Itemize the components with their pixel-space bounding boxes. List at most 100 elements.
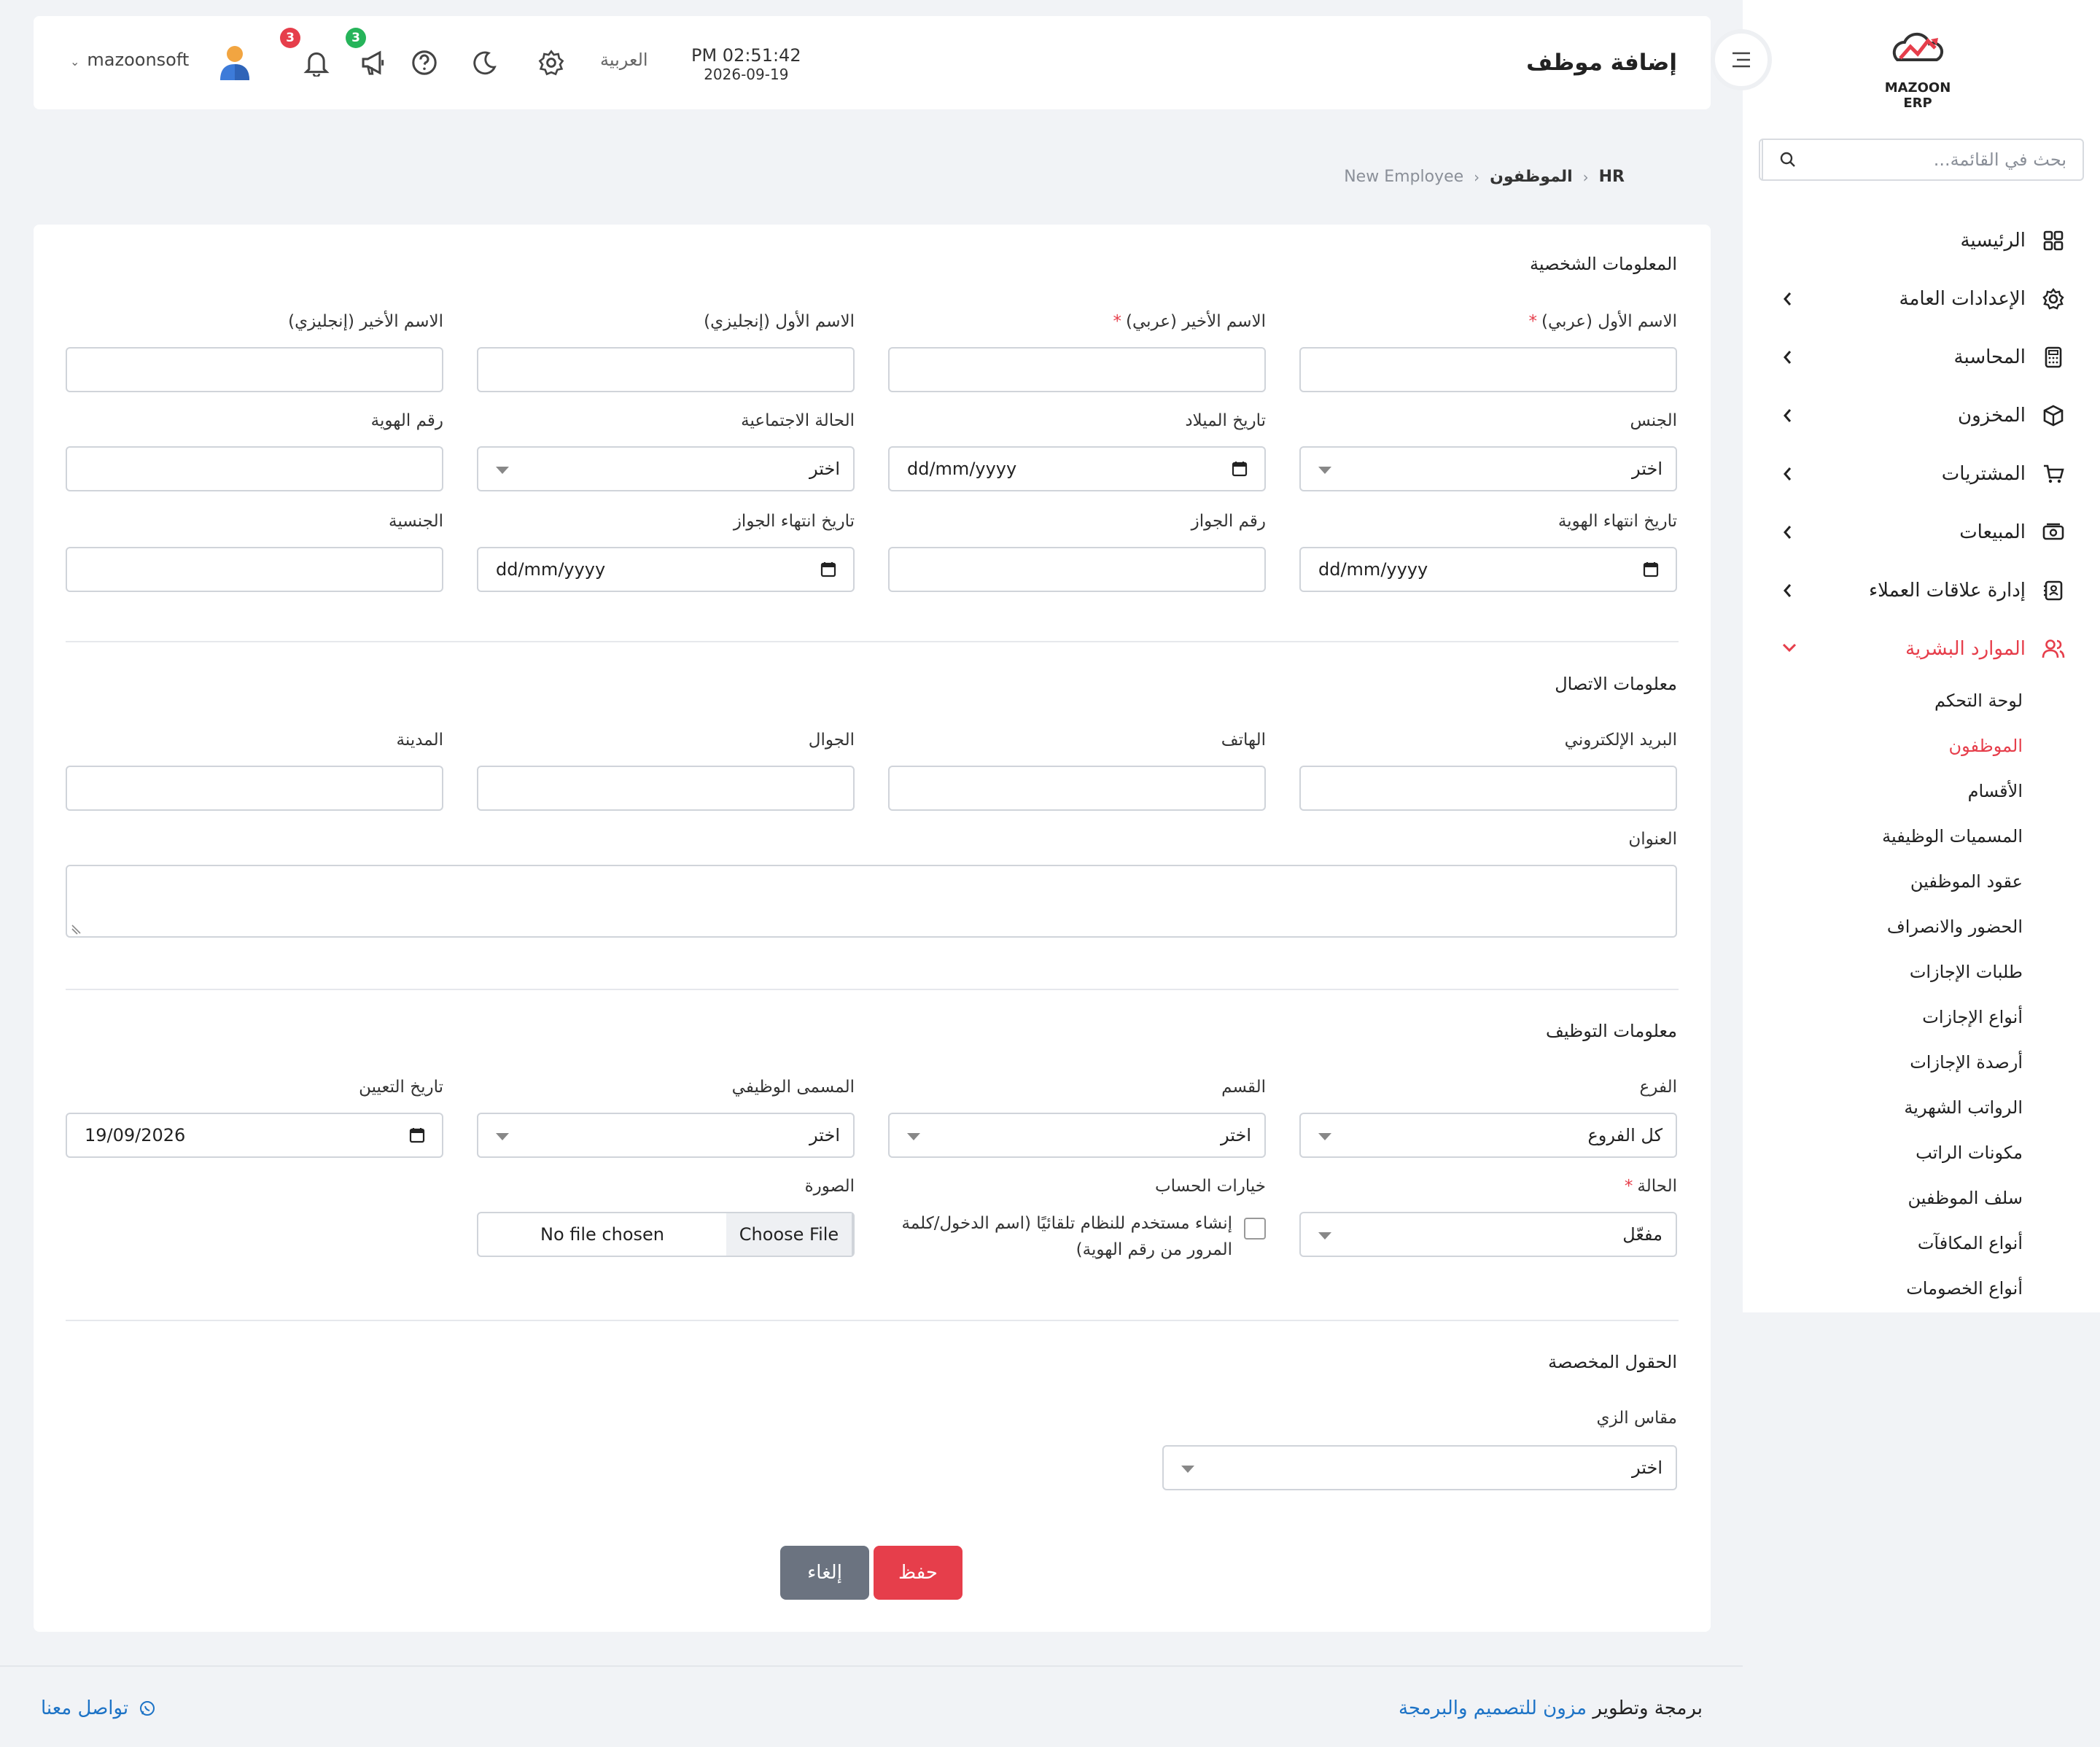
gender-select[interactable]: اختر [1299, 446, 1677, 491]
search-icon[interactable] [1762, 140, 1813, 179]
sidebar-item-label: إدارة علاقات العملاء [1868, 580, 2026, 602]
cash-icon [2040, 519, 2066, 545]
city-input[interactable] [66, 766, 443, 811]
contact-us-link[interactable]: تواصل معنا [41, 1697, 156, 1719]
language-switch[interactable]: العربية [600, 50, 648, 70]
label-last-name-en: الاسم الأخير (إنجليزي) [288, 312, 443, 331]
megaphone-icon[interactable] [357, 16, 389, 109]
clock: PM 02:51:42 2026-09-19 [691, 45, 801, 83]
caret-down-icon [907, 1133, 920, 1140]
label-text: الحالة [1637, 1177, 1677, 1196]
sidebar-subitem-departments[interactable]: الأقسام [1967, 781, 2023, 801]
sidebar-item-general-settings[interactable]: الإعدادات العامة [1743, 270, 2100, 328]
label-account-options: خيارات الحساب [1154, 1177, 1266, 1196]
menu-search-input[interactable] [1813, 149, 2082, 170]
select-value: كل الفروع [1587, 1125, 1662, 1145]
save-button[interactable]: حفظ [874, 1546, 962, 1600]
sidebar-subitem-leave-types[interactable]: أنواع الإجازات [1922, 1007, 2023, 1027]
label-branch: الفرع [1639, 1078, 1677, 1097]
label-last-name-ar: الاسم الأخير (عربي)* [1113, 312, 1267, 331]
id-number-input[interactable] [66, 446, 443, 491]
cancel-button[interactable]: إلغاء [780, 1546, 869, 1600]
status-select[interactable]: مفعّل [1299, 1212, 1677, 1257]
help-icon[interactable] [408, 16, 440, 109]
auto-create-user-checkbox[interactable] [1244, 1218, 1266, 1240]
breadcrumb-parent[interactable]: الموظفون [1490, 168, 1573, 186]
sidebar-subitem-employees[interactable]: الموظفون [1948, 736, 2023, 756]
sidebar-item-sales[interactable]: المبيعات [1743, 503, 2100, 561]
sidebar-subitem-deduction-types[interactable]: أنواع الخصومات [1906, 1278, 2023, 1299]
footer-credit-prefix: برمجة وتطوير [1592, 1697, 1703, 1719]
date-value: dd/mm/yyyy [907, 459, 1017, 479]
hire-date-input[interactable]: 19/09/2026 [66, 1113, 443, 1158]
nationality-input[interactable] [66, 547, 443, 592]
uniform-size-select[interactable]: اختر [1162, 1445, 1677, 1490]
sidebar-subitem-salary-components[interactable]: مكونات الراتب [1916, 1143, 2023, 1163]
phone-input[interactable] [888, 766, 1266, 811]
logo[interactable]: MAZOON ERP [1874, 29, 1961, 111]
chevron-left-icon [1784, 292, 1792, 306]
sidebar-subitem-dashboard[interactable]: لوحة التحكم [1934, 690, 2023, 711]
date-value: dd/mm/yyyy [1318, 559, 1428, 580]
section-title-custom: الحقول المخصصة [1548, 1352, 1677, 1372]
sidebar-toggle-button[interactable] [1711, 29, 1772, 90]
sidebar-item-crm[interactable]: إدارة علاقات العملاء [1743, 561, 2100, 620]
breadcrumb-root[interactable]: HR [1598, 168, 1625, 186]
first-name-en-input[interactable] [477, 347, 855, 392]
sidebar-subitem-advances[interactable]: سلف الموظفين [1908, 1188, 2023, 1208]
passport-number-input[interactable] [888, 547, 1266, 592]
bell-icon[interactable] [300, 16, 332, 109]
passport-expiry-input[interactable]: dd/mm/yyyy [477, 547, 855, 592]
label-text: الاسم الأول (عربي) [1541, 312, 1677, 331]
photo-file-input[interactable]: No file chosen Choose File [477, 1212, 855, 1257]
required-mark: * [1624, 1177, 1633, 1196]
sidebar-subitem-bonus-types[interactable]: أنواع المكافآت [1917, 1233, 2023, 1253]
calendar-icon [1643, 562, 1659, 577]
sidebar-item-accounting[interactable]: المحاسبة [1743, 328, 2100, 386]
resize-handle-icon[interactable] [70, 923, 82, 935]
chevron-left-icon [1784, 526, 1792, 539]
label-phone: الهاتف [1221, 731, 1266, 750]
label-city: المدينة [396, 731, 443, 750]
sidebar-item-home[interactable]: الرئيسية [1743, 211, 2100, 270]
settings-icon[interactable] [535, 16, 567, 109]
users-icon [2040, 636, 2066, 662]
sidebar-subitem-payroll[interactable]: الرواتب الشهرية [1904, 1097, 2023, 1118]
last-name-ar-input[interactable] [888, 347, 1266, 392]
auto-create-user-line: إنشاء مستخدم للنظام تلقائيًا (اسم الدخول… [901, 1214, 1232, 1233]
chevron-down-icon: ⌄ [70, 55, 80, 69]
mobile-input[interactable] [477, 766, 855, 811]
chevron-left-icon [1784, 467, 1792, 480]
branch-select[interactable]: كل الفروع [1299, 1113, 1677, 1158]
user-menu[interactable]: ⌄ mazoonsoft [70, 50, 189, 70]
sidebar-item-inventory[interactable]: المخزون [1743, 386, 2100, 445]
select-value: اختر [809, 1125, 840, 1145]
avatar[interactable] [214, 16, 255, 109]
section-title-personal: المعلومات الشخصية [1530, 254, 1677, 274]
sidebar-subitem-leave-requests[interactable]: طلبات الإجازات [1909, 962, 2023, 982]
job-title-select[interactable]: اختر [477, 1113, 855, 1158]
footer-credit-link[interactable]: مزون للتصميم والبرمجة [1398, 1697, 1587, 1719]
email-input[interactable] [1299, 766, 1677, 811]
first-name-ar-input[interactable] [1299, 347, 1677, 392]
contact-us-label: تواصل معنا [41, 1697, 129, 1719]
divider [66, 641, 1679, 642]
sidebar-item-purchases[interactable]: المشتريات [1743, 445, 2100, 503]
caret-down-icon [1318, 1232, 1331, 1240]
sidebar-subitem-job-titles[interactable]: المسميات الوظيفية [1882, 826, 2023, 847]
sidebar-subitem-contracts[interactable]: عقود الموظفين [1910, 871, 2023, 892]
sidebar-subitem-attendance[interactable]: الحضور والانصراف [1886, 917, 2023, 937]
address-textarea[interactable] [66, 865, 1677, 938]
moon-icon[interactable] [468, 16, 500, 109]
last-name-en-input[interactable] [66, 347, 443, 392]
sidebar-item-hr[interactable]: الموارد البشرية [1743, 620, 2100, 678]
choose-file-button[interactable]: Choose File [726, 1213, 853, 1256]
label-first-name-en: الاسم الأول (إنجليزي) [704, 312, 855, 331]
id-expiry-input[interactable]: dd/mm/yyyy [1299, 547, 1677, 592]
gear-icon [2040, 286, 2066, 312]
birth-date-input[interactable]: dd/mm/yyyy [888, 446, 1266, 491]
sidebar-subitem-leave-balances[interactable]: أرصدة الإجازات [1910, 1052, 2023, 1073]
username: mazoonsoft [87, 50, 190, 70]
department-select[interactable]: اختر [888, 1113, 1266, 1158]
marital-status-select[interactable]: اختر [477, 446, 855, 491]
